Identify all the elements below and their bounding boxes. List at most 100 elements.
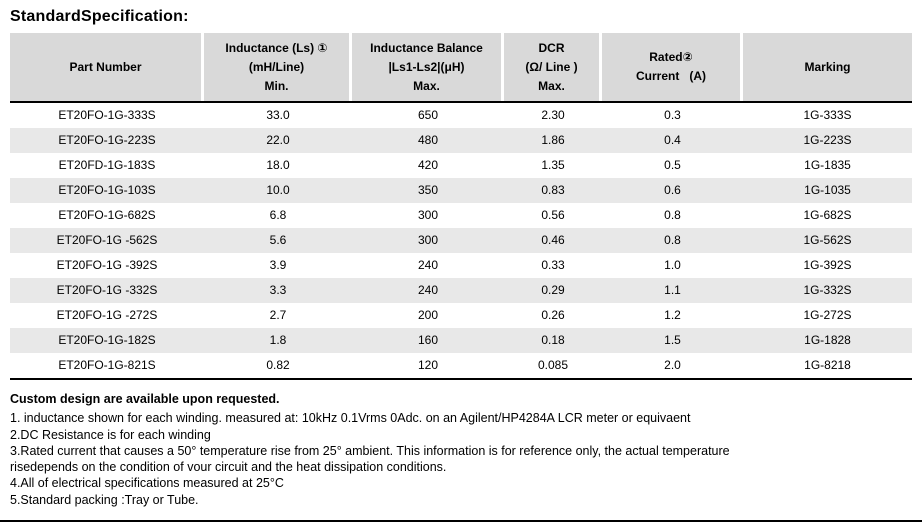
cell-dcr_max: 1.86 [541,133,565,147]
cell-dcr_max: 0.33 [541,258,565,272]
header-line: DCR [538,40,565,55]
header-cell-rated_current: Rated② Current (A) [602,33,743,101]
header-cell-part_number: Part Number [10,33,204,101]
cell-part_number: ET20FO-1G-182S [58,333,156,347]
cell-inductance_min: 2.7 [269,308,287,322]
cell-inductance_min: 1.8 [269,333,287,347]
cell-inductance_balance_max: 120 [417,358,439,372]
table-row: ET20FO-1G -332S 3.3 240 0.29 1.1 1G-332S [10,278,912,303]
note-line: risedepends on the condition of vour cir… [10,460,447,475]
cell-dcr_max: 0.46 [541,233,565,247]
header-cell-marking: Marking [743,33,912,101]
cell-marking: 1G-8218 [804,358,851,372]
header-cell-inductance_min: Inductance (Ls) ① (mH/Line) Min. [204,33,352,101]
cell-part_number: ET20FO-1G -392S [56,258,158,272]
page-bottom-rule [0,520,922,522]
cell-inductance_min: 3.3 [269,283,287,297]
header-line: Inductance (Ls) ① [225,40,328,55]
header-cell-inductance_balance_max: Inductance Balance |Ls1-Ls2|(μH) Max. [352,33,504,101]
note-line: 1. inductance shown for each winding. me… [10,411,691,426]
cell-inductance_balance_max: 200 [417,308,439,322]
cell-part_number: ET20FO-1G -272S [56,308,158,322]
cell-marking: 1G-272S [803,308,852,322]
header-line: Current (A) [636,69,706,83]
cell-dcr_max: 1.35 [541,158,565,172]
cell-rated_current: 1.2 [664,308,681,322]
cell-rated_current: 0.8 [664,233,681,247]
cell-inductance_min: 0.82 [266,358,290,372]
cell-inductance_balance_max: 420 [417,158,439,172]
cell-dcr_max: 0.56 [541,208,565,222]
cell-inductance_balance_max: 300 [417,233,439,247]
cell-part_number: ET20FO-1G-103S [58,183,156,197]
cell-inductance_balance_max: 240 [417,258,439,272]
cell-inductance_balance_max: 240 [417,283,439,297]
cell-dcr_max: 0.26 [541,308,565,322]
cell-rated_current: 0.6 [664,183,681,197]
cell-part_number: ET20FO-1G-821S [58,358,156,372]
table-body: ET20FO-1G-333S 33.0 650 2.30 0.3 1G-333S ET20F… [10,103,912,380]
spec-table: Part Number Inductance (Ls) ① (mH/Line) Min… [10,33,912,380]
cell-part_number: ET20FO-1G-223S [58,133,156,147]
cell-part_number: ET20FO-1G-682S [58,208,156,222]
table-row: ET20FO-1G-333S 33.0 650 2.30 0.3 1G-333S [10,103,912,128]
cell-inductance_min: 22.0 [266,133,290,147]
header-line: |Ls1-Ls2|(μH) [388,59,465,74]
header-line: Part Number [69,59,142,74]
table-header-row: Part Number Inductance (Ls) ① (mH/Line) Min… [10,33,912,103]
note-line: 5.Standard packing :Tray or Tube. [10,492,199,507]
header-cell-dcr_max: DCR (Ω/ Line ) Max. [504,33,602,101]
cell-dcr_max: 0.18 [541,333,565,347]
cell-inductance_min: 33.0 [266,108,290,122]
cell-inductance_min: 3.9 [269,258,287,272]
table-row: ET20FO-1G-182S 1.8 160 0.18 1.5 1G-1828 [10,328,912,353]
cell-marking: 1G-223S [803,133,852,147]
cell-marking: 1G-392S [803,258,852,272]
header-line: Min. [264,78,289,93]
cell-inductance_min: 5.6 [269,233,287,247]
cell-rated_current: 0.4 [664,133,681,147]
table-row: ET20FO-1G -392S 3.9 240 0.33 1.0 1G-392S [10,253,912,278]
cell-inductance_balance_max: 160 [417,333,439,347]
cell-part_number: ET20FO-1G -562S [56,233,158,247]
cell-part_number: ET20FO-1G-333S [58,108,156,122]
cell-part_number: ET20FD-1G-183S [58,158,156,172]
header-line: (Ω/ Line ) [525,59,578,74]
notes-lines: 1. inductance shown for each winding. me… [10,410,912,508]
cell-rated_current: 0.8 [664,208,681,222]
notes-heading: Custom design are available upon request… [10,392,280,406]
table-row: ET20FO-1G-682S 6.8 300 0.56 0.8 1G-682S [10,203,912,228]
note-line: 2.DC Resistance is for each winding [10,427,211,442]
cell-inductance_min: 10.0 [266,183,290,197]
cell-inductance_min: 6.8 [269,208,287,222]
cell-inductance_balance_max: 650 [417,108,439,122]
header-line: Inductance Balance [370,40,483,55]
table-row: ET20FD-1G-183S 18.0 420 1.35 0.5 1G-1835 [10,153,912,178]
cell-marking: 1G-1828 [804,333,851,347]
note-line: 4.All of electrical specifications measu… [10,476,284,491]
table-row: ET20FO-1G -562S 5.6 300 0.46 0.8 1G-562S [10,228,912,253]
cell-inductance_balance_max: 480 [417,133,439,147]
header-line: Max. [413,78,440,93]
page-title: StandardSpecification: [10,8,189,25]
cell-marking: 1G-1835 [804,158,851,172]
cell-marking: 1G-562S [803,233,852,247]
cell-rated_current: 1.5 [664,333,681,347]
notes-section: Custom design are available upon request… [10,391,912,508]
cell-inductance_balance_max: 350 [417,183,439,197]
cell-dcr_max: 0.085 [537,358,569,372]
cell-marking: 1G-682S [803,208,852,222]
table-row: ET20FO-1G -272S 2.7 200 0.26 1.2 1G-272S [10,303,912,328]
cell-dcr_max: 0.29 [541,283,565,297]
cell-rated_current: 1.1 [664,283,681,297]
header-line: Max. [538,78,565,93]
cell-marking: 1G-1035 [804,183,851,197]
cell-inductance_balance_max: 300 [417,208,439,222]
cell-part_number: ET20FO-1G -332S [56,283,158,297]
cell-dcr_max: 0.83 [541,183,565,197]
cell-rated_current: 1.0 [664,258,681,272]
cell-inductance_min: 18.0 [266,158,290,172]
note-line: 3.Rated current that causes a 50° temper… [10,443,730,458]
cell-rated_current: 0.3 [664,108,681,122]
cell-marking: 1G-333S [803,108,852,122]
